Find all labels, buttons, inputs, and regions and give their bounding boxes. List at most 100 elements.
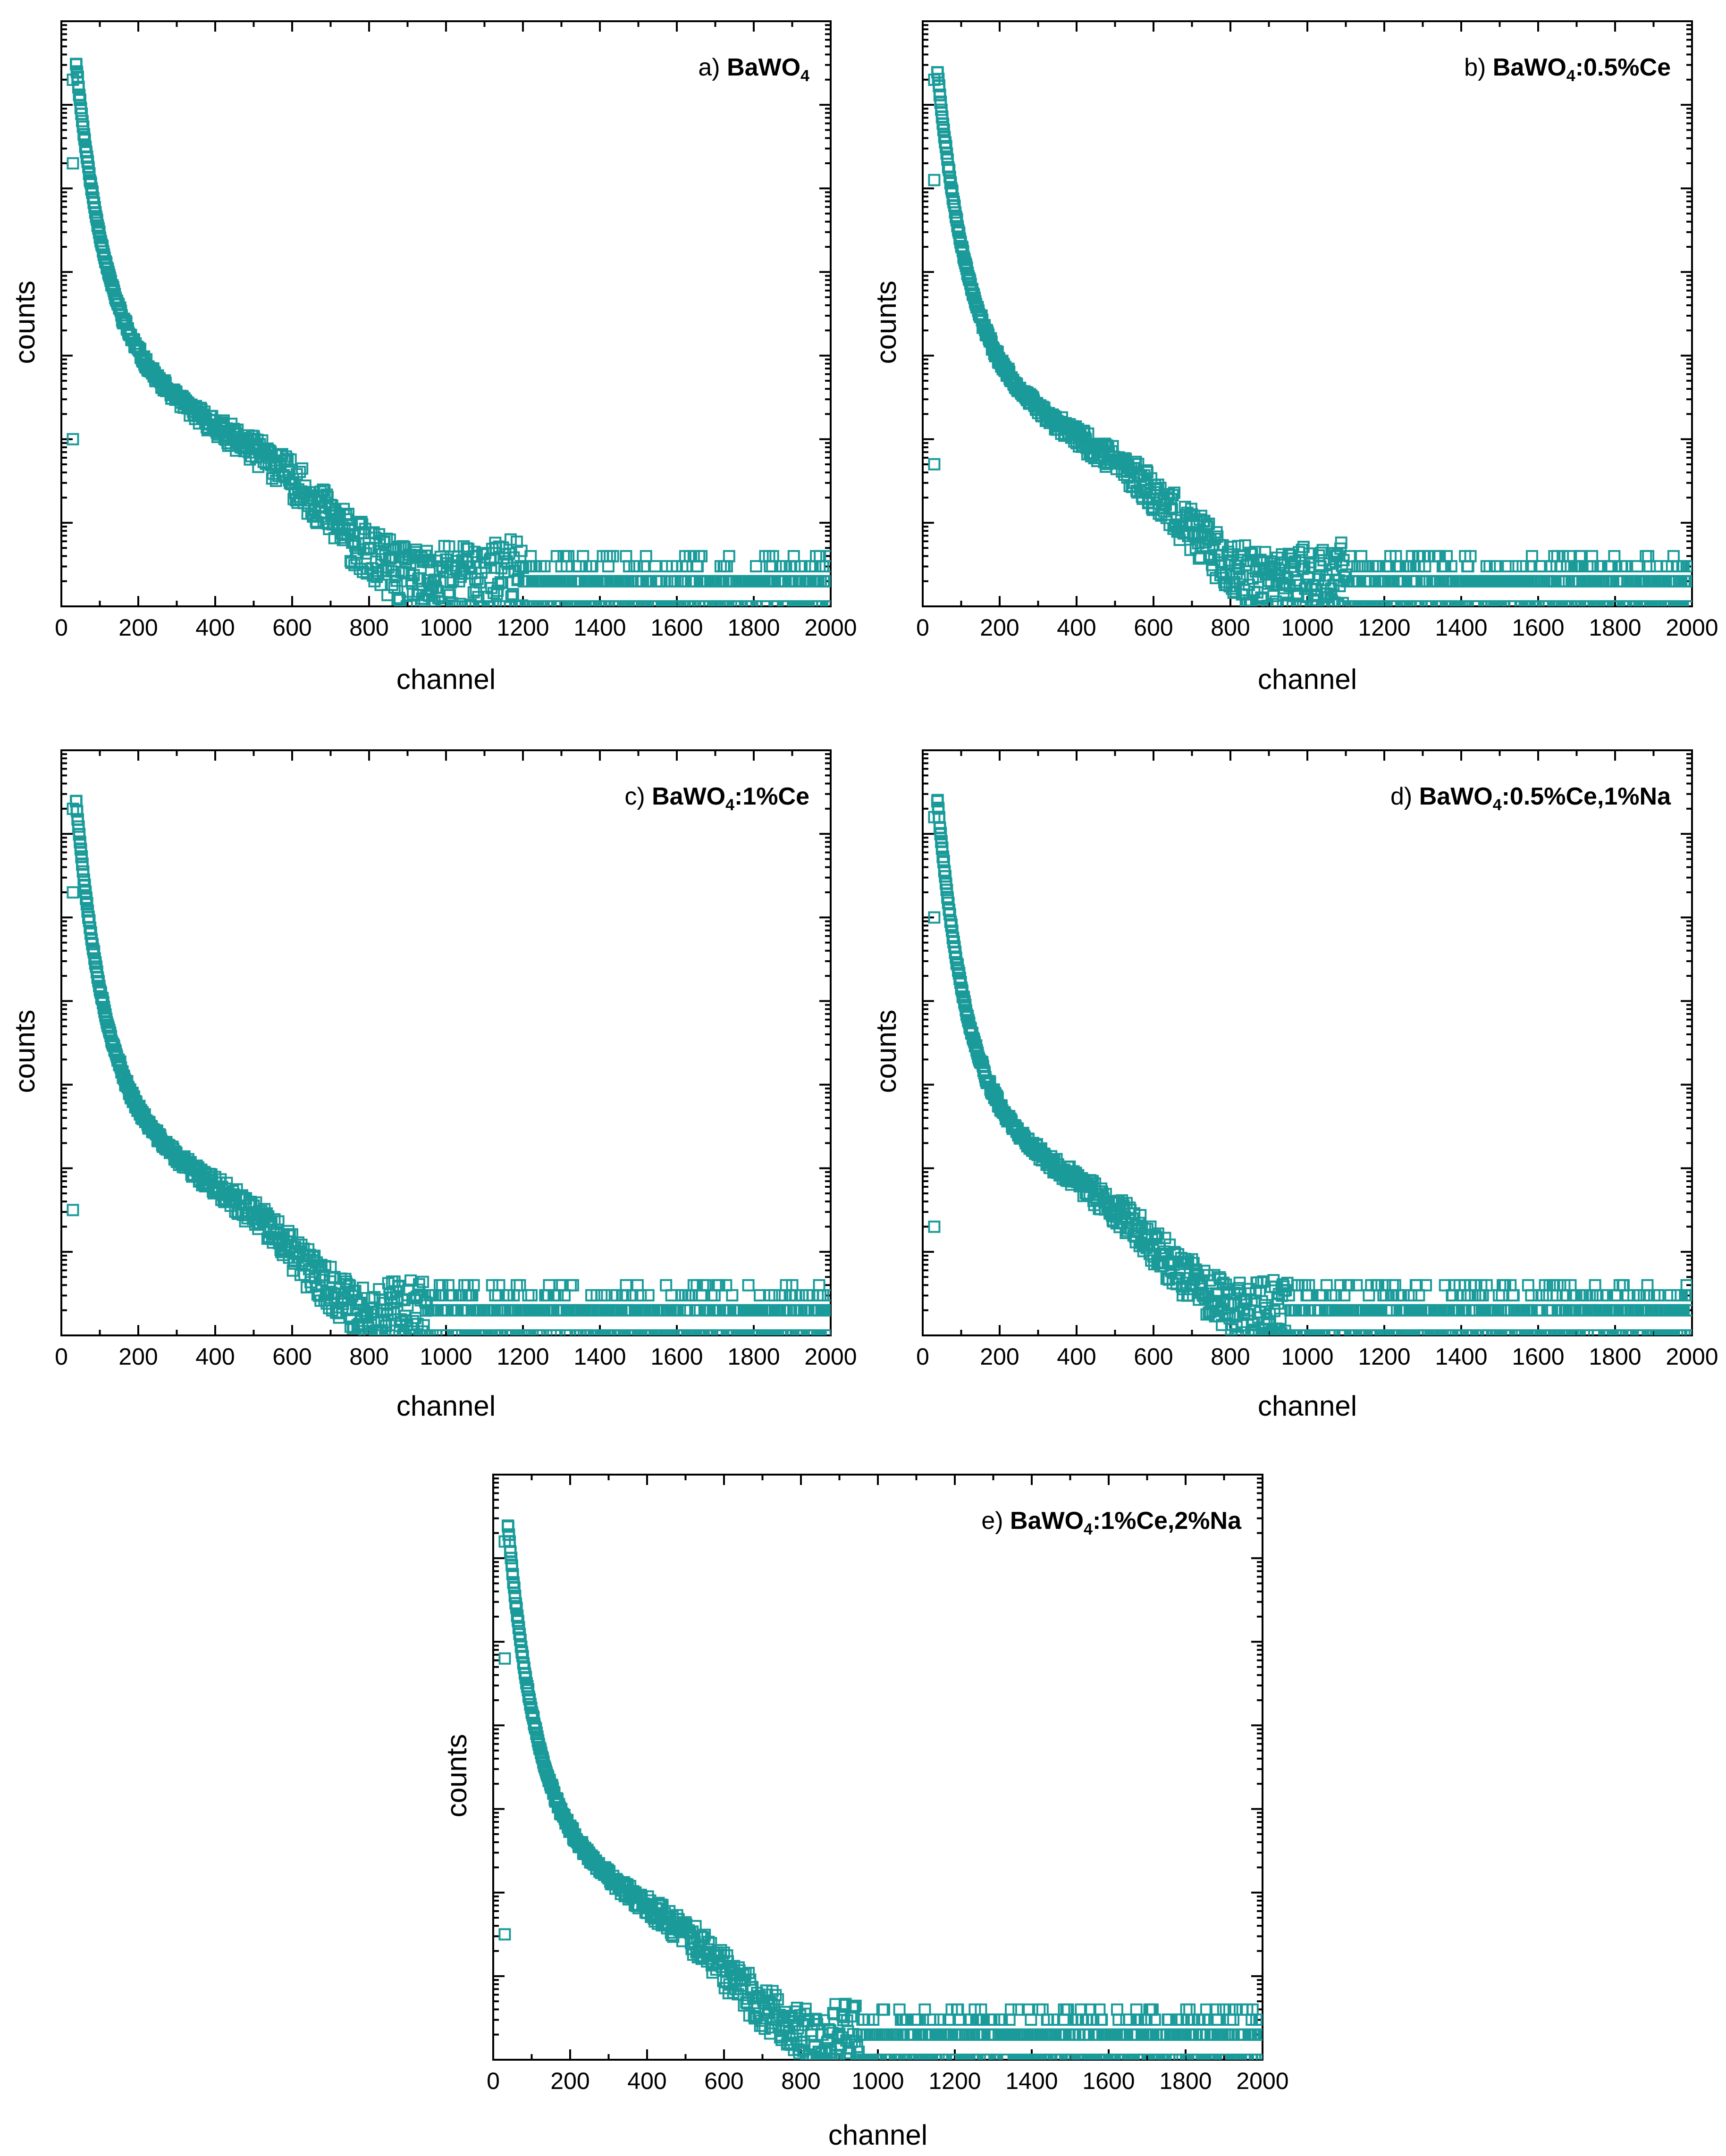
data-point xyxy=(577,550,589,562)
data-point xyxy=(824,560,831,572)
data-point xyxy=(461,1279,474,1292)
x-tick-label: 1000 xyxy=(1281,1343,1333,1370)
data-point xyxy=(943,164,956,176)
data-point xyxy=(606,550,619,562)
x-tick-label: 800 xyxy=(349,614,388,641)
y-axis-label: counts xyxy=(870,1010,902,1093)
data-point xyxy=(939,870,952,882)
data-point xyxy=(1233,572,1246,585)
data-point xyxy=(813,1279,825,1292)
data-point xyxy=(284,453,297,466)
data-point xyxy=(1643,560,1656,572)
data-point xyxy=(1435,575,1448,587)
data-point xyxy=(1303,1279,1315,1292)
data-point xyxy=(1275,1327,1288,1335)
data-point xyxy=(1683,600,1692,606)
data-point xyxy=(296,462,309,475)
data-point xyxy=(1082,427,1095,440)
x-tick-label: 1400 xyxy=(1435,614,1487,641)
data-point xyxy=(457,1304,470,1317)
data-point xyxy=(631,1279,644,1292)
data-point xyxy=(562,550,575,562)
data-point xyxy=(1336,1329,1349,1335)
data-point xyxy=(1472,1329,1484,1335)
data-point xyxy=(677,575,690,587)
data-point xyxy=(1685,575,1692,587)
x-tick-label: 1600 xyxy=(1512,614,1564,641)
data-point xyxy=(750,600,763,606)
data-point xyxy=(1355,550,1368,562)
x-tick-label: 1400 xyxy=(1435,1343,1487,1370)
data-point xyxy=(1245,1326,1258,1335)
data-point xyxy=(936,841,949,854)
data-point xyxy=(349,1284,362,1297)
data-point xyxy=(558,1289,571,1301)
data-point xyxy=(1200,1308,1213,1321)
data-point xyxy=(991,1091,1004,1104)
x-tick-label: 800 xyxy=(1211,1343,1250,1370)
data-point xyxy=(1317,554,1330,567)
data-point xyxy=(817,560,829,572)
data-point xyxy=(1203,517,1215,530)
data-point xyxy=(1502,560,1515,572)
data-point xyxy=(932,802,945,815)
x-tick-label: 2000 xyxy=(804,1343,857,1370)
data-point xyxy=(1282,1289,1295,1301)
x-axis-label: channel xyxy=(396,663,496,695)
data-point xyxy=(446,1289,459,1301)
data-point xyxy=(620,1279,632,1292)
data-point xyxy=(1154,482,1167,495)
data-point xyxy=(1570,600,1583,606)
data-point xyxy=(566,1279,579,1292)
data-point xyxy=(544,600,557,606)
data-point xyxy=(374,579,387,591)
x-tick-label: 1400 xyxy=(573,614,626,641)
x-tick-label: 0 xyxy=(916,614,929,641)
data-point xyxy=(642,1289,655,1301)
data-point xyxy=(356,1282,369,1294)
data-point xyxy=(1282,596,1295,606)
data-point xyxy=(507,551,520,564)
data-point xyxy=(586,560,598,572)
data-point xyxy=(1233,1276,1246,1289)
data-point xyxy=(1315,546,1328,559)
data-point xyxy=(67,157,79,170)
data-point xyxy=(935,95,947,108)
data-point xyxy=(1326,563,1339,576)
data-point xyxy=(928,458,941,470)
data-point xyxy=(378,1316,391,1329)
data-point xyxy=(1389,600,1401,606)
data-point xyxy=(342,508,354,520)
data-point xyxy=(1458,1304,1471,1317)
data-point xyxy=(600,550,613,562)
x-tick-label: 200 xyxy=(118,614,158,641)
x-tick-label: 200 xyxy=(980,1343,1019,1370)
plot-frame xyxy=(60,749,832,1336)
data-point xyxy=(1253,1329,1265,1335)
data-point xyxy=(384,1288,396,1300)
data-point xyxy=(1297,541,1310,554)
x-tick-label: 1400 xyxy=(573,1343,626,1370)
data-point xyxy=(824,1304,831,1317)
x-tick-label: 1200 xyxy=(497,1343,549,1370)
data-point xyxy=(76,850,88,863)
data-point xyxy=(679,1289,691,1301)
data-point xyxy=(67,1204,79,1216)
data-point xyxy=(1359,560,1372,572)
data-point xyxy=(522,1289,535,1301)
data-point xyxy=(1299,1279,1312,1292)
data-point xyxy=(708,1289,721,1301)
data-point xyxy=(780,1279,792,1292)
data-point xyxy=(1445,560,1457,572)
data-point xyxy=(1286,552,1298,565)
data-point xyxy=(514,1279,526,1292)
data-point xyxy=(602,560,615,572)
data-point xyxy=(936,110,949,123)
data-point xyxy=(1507,1289,1520,1301)
data-point xyxy=(1464,550,1477,562)
data-point xyxy=(489,1289,502,1301)
data-point xyxy=(489,541,502,554)
data-point xyxy=(1166,489,1179,502)
data-point xyxy=(674,1304,686,1317)
data-point xyxy=(429,1329,442,1335)
